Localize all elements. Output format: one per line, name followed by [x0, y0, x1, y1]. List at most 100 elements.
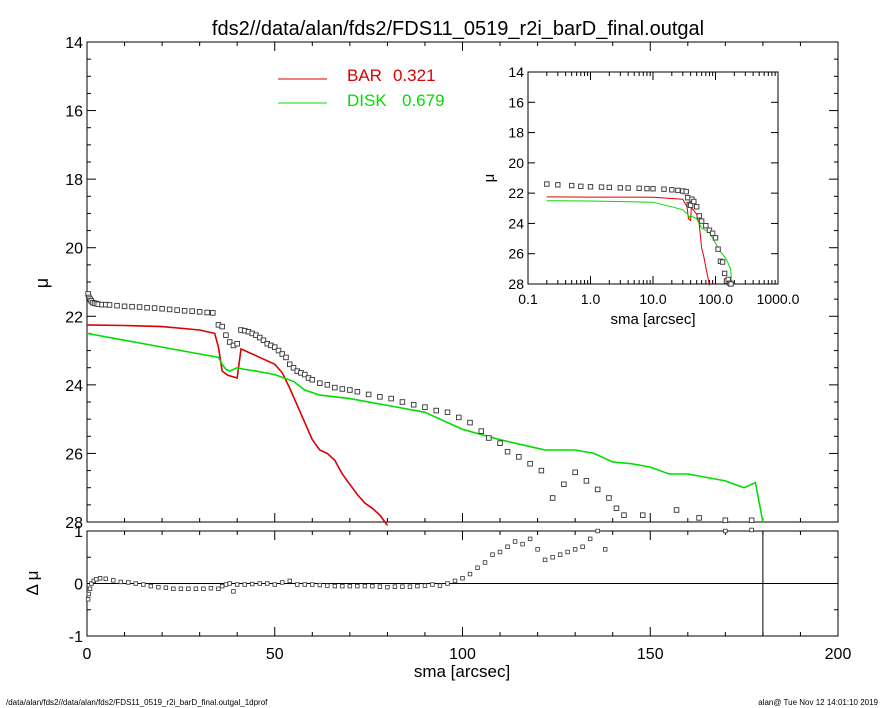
legend-bar-value: 0.321 — [393, 66, 436, 85]
residual-data-point — [557, 552, 563, 557]
profile-data-point — [621, 512, 627, 518]
inset-disk-model-line — [546, 200, 732, 285]
residual-data-point — [219, 583, 225, 589]
residual-data-point — [392, 584, 398, 589]
profile-data-point — [422, 404, 428, 410]
inset-data-point — [617, 185, 624, 191]
residual-data-point — [310, 582, 315, 587]
inset-data-point — [669, 187, 675, 193]
residual-data-point — [467, 571, 473, 577]
residual-data-point — [223, 582, 229, 587]
residual-data-point — [430, 582, 435, 587]
residuals-x-tick-label: 50 — [266, 646, 284, 663]
profile-data-point — [210, 310, 216, 316]
inset-y-tick-label: 26 — [508, 246, 524, 262]
residual-data-point — [355, 583, 360, 589]
main-y-tick-label: 14 — [65, 35, 83, 52]
inset-data-point — [709, 230, 716, 236]
inset-y-tick-label: 24 — [508, 215, 524, 231]
profile-data-point — [572, 469, 578, 476]
main-profile-panel: 14 16 18 20 22 24 26 28 μ — [32, 35, 839, 532]
profile-data-point — [696, 515, 702, 521]
inset-data-point — [644, 185, 650, 192]
residual-data-point — [370, 583, 375, 589]
profile-data-point — [287, 361, 293, 368]
legend-disk-value: 0.679 — [402, 91, 445, 110]
residual-data-point — [231, 589, 236, 594]
main-y-tick-label: 24 — [65, 378, 83, 395]
residual-data-point — [89, 581, 94, 586]
inset-axis-ticks: 14 16 18 20 22 24 26 280.1 1.0 10.0 100.0 1000.0 — [508, 64, 799, 307]
profile-data-point — [613, 505, 620, 512]
residual-data-point — [347, 583, 353, 589]
inset-x-tick-label: 100.0 — [698, 291, 733, 307]
residuals-x-axis-label: sma [arcsec] — [414, 662, 510, 681]
residual-data-point — [452, 578, 458, 584]
residual-data-point — [415, 583, 420, 589]
residuals-x-tick-label: 200 — [825, 646, 852, 663]
residual-data-point — [272, 582, 277, 587]
main-y-tick-label: 22 — [65, 309, 83, 326]
inset-data-point — [728, 281, 734, 287]
main-y-tick-label: 16 — [65, 104, 83, 121]
residual-data-point — [317, 582, 323, 588]
inset-y-axis-label: μ — [481, 174, 498, 183]
inset-data-point — [698, 218, 705, 224]
profile-data-point — [354, 388, 361, 395]
profile-data-point — [317, 380, 323, 386]
inset-data-point — [719, 259, 726, 265]
residual-data-point — [407, 584, 413, 589]
inset-y-tick-label: 16 — [508, 94, 524, 110]
profile-data-point — [399, 399, 406, 405]
profile-data-point — [478, 428, 485, 434]
inset-x-tick-label: 1000.0 — [757, 291, 800, 307]
main-data-points — [85, 291, 755, 524]
residual-data-point — [216, 586, 221, 591]
inset-x-tick-label: 10.0 — [639, 291, 666, 307]
inset-data-point — [544, 181, 550, 187]
residual-data-point — [542, 557, 548, 563]
profile-data-point — [219, 323, 225, 330]
profile-data-point — [444, 409, 451, 416]
footer-timestamp: alan@ Tue Nov 12 14:01:10 2019 — [758, 698, 878, 707]
residual-data-point — [602, 547, 608, 552]
residual-data-point — [186, 586, 191, 591]
inset-x-tick-label: 0.1 — [518, 291, 538, 307]
residual-data-point — [178, 586, 184, 591]
inset-y-tick-label: 14 — [508, 64, 524, 80]
profile-data-point — [196, 309, 203, 315]
main-y-tick-label: 18 — [65, 172, 83, 189]
profile-data-point — [377, 394, 383, 400]
residual-data-point — [118, 579, 123, 585]
profile-data-point — [673, 507, 680, 513]
profile-data-point — [504, 448, 511, 455]
inset-y-tick-label: 20 — [508, 155, 524, 171]
residual-data-point — [572, 547, 578, 552]
residual-data-point — [340, 583, 345, 589]
residual-data-point — [527, 536, 533, 542]
residual-data-point — [156, 584, 161, 590]
residual-data-point — [287, 578, 292, 584]
residuals-y-axis-label: Δ μ — [23, 571, 42, 596]
inset-data-point — [661, 186, 667, 192]
profile-data-point — [594, 486, 601, 493]
inset-data-point — [712, 235, 719, 241]
inset-data-point — [636, 185, 642, 191]
residual-data-point — [535, 547, 540, 552]
residuals-y-tick-label: 0 — [74, 577, 83, 594]
inset-data-point — [693, 204, 700, 210]
bar-model-line — [86, 324, 389, 526]
profile-data-point — [497, 440, 503, 446]
profile-data-point — [309, 376, 316, 383]
profile-data-point — [410, 401, 417, 408]
inset-data-point — [598, 184, 605, 190]
inset-data-point — [675, 187, 681, 194]
residual-data-point — [103, 576, 108, 581]
profile-data-point — [549, 495, 556, 501]
profile-data-point — [204, 309, 210, 316]
residual-data-point — [227, 581, 232, 586]
residual-data-point — [265, 581, 270, 586]
inset-data-points — [544, 181, 734, 287]
profile-data-point — [455, 414, 462, 421]
